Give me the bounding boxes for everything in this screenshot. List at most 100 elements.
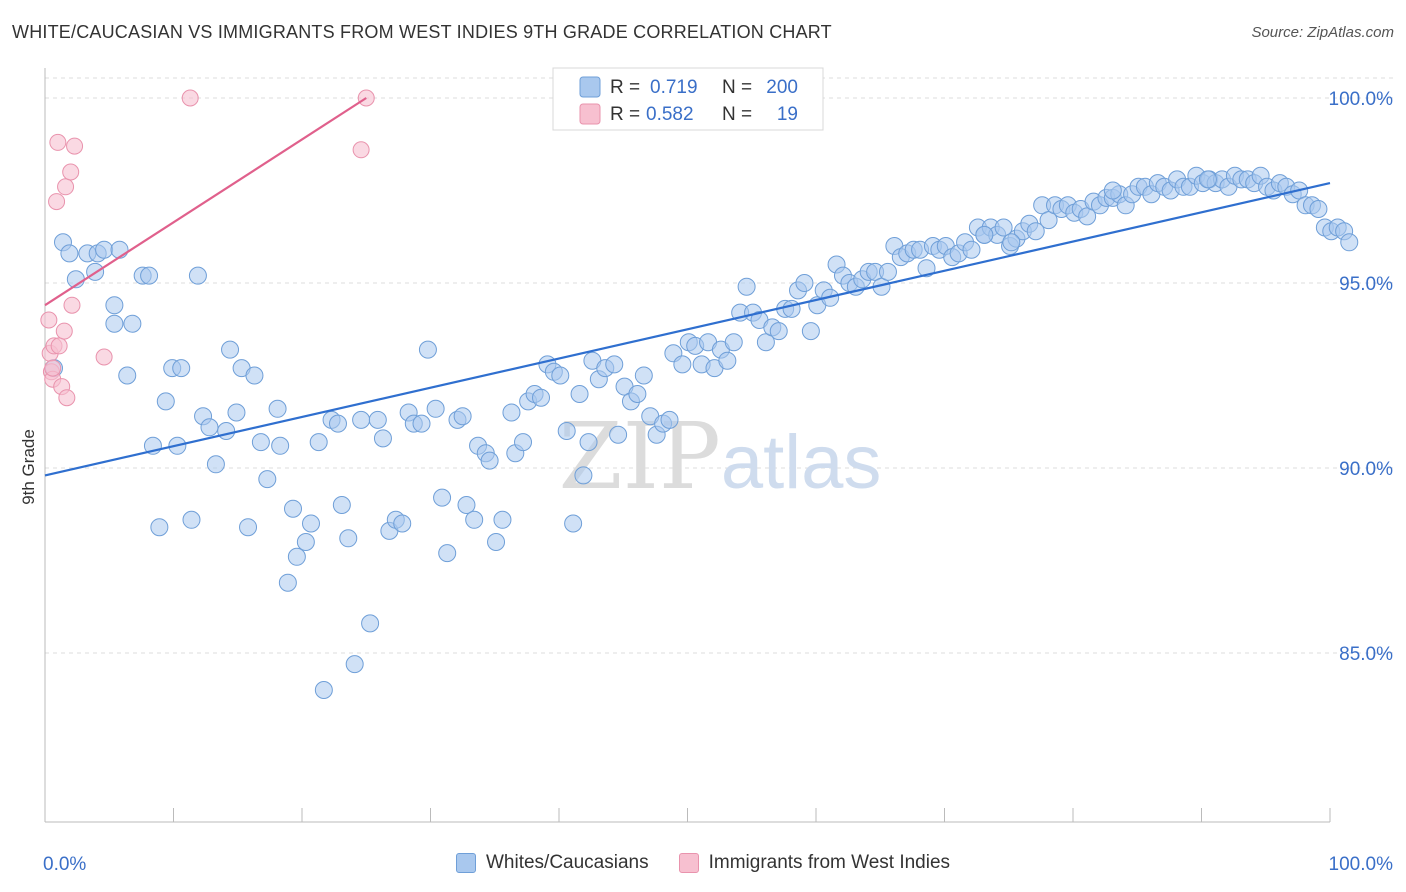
point-whites [221, 340, 240, 359]
point-whites [557, 422, 576, 440]
point-whites [718, 351, 737, 370]
point-whites [769, 322, 788, 341]
point-whites [105, 314, 124, 333]
point-whites [373, 429, 392, 448]
point-whites [493, 510, 512, 529]
point-whites [465, 510, 484, 529]
legend-item-whites[interactable]: Whites/Caucasians [455, 852, 649, 874]
trendline-whites [44, 182, 1331, 477]
point-whites [1026, 222, 1045, 241]
point-whites [60, 244, 79, 263]
point-west-indies [63, 296, 81, 314]
point-whites [278, 573, 297, 592]
point-whites [660, 410, 679, 429]
point-whites [345, 655, 364, 674]
y-tick-label: 95.0% [1339, 274, 1393, 295]
x-tick-label: 0.0% [43, 854, 86, 875]
point-whites [628, 385, 647, 403]
point-whites [258, 470, 277, 489]
point-west-indies [55, 322, 73, 340]
point-west-indies [62, 163, 80, 181]
point-whites [412, 414, 431, 433]
point-whites [217, 422, 236, 440]
legend-swatch-pink [678, 853, 699, 873]
point-whites [574, 466, 593, 485]
point-whites [457, 496, 476, 514]
point-west-indies [95, 348, 113, 366]
tick-labels: 85.0% 90.0% 95.0% 100.0% 0.0% 100.0% [43, 89, 1393, 875]
y-tick-label: 85.0% [1339, 644, 1393, 665]
point-whites [514, 433, 533, 452]
point-whites [328, 414, 347, 433]
point-whites [609, 425, 628, 444]
chart-title: WHITE/CAUCASIAN VS IMMIGRANTS FROM WEST … [12, 22, 832, 42]
bottom-legend: Whites/Caucasians Immigrants from West I… [0, 852, 1406, 874]
point-whites [438, 544, 457, 563]
point-whites [287, 547, 306, 566]
point-whites [188, 266, 207, 285]
point-whites [480, 451, 499, 470]
stats-n-label-1: N = [722, 77, 752, 98]
point-west-indies [352, 141, 370, 159]
point-whites [962, 240, 981, 259]
point-whites [268, 399, 287, 418]
point-whites [1309, 200, 1328, 218]
point-whites [570, 385, 589, 403]
point-west-indies [181, 89, 199, 107]
point-whites [1002, 233, 1021, 252]
point-whites [239, 518, 258, 537]
axes [44, 68, 1331, 823]
legend-swatch-blue [455, 853, 476, 873]
point-west-indies [58, 389, 76, 407]
stats-r-label-2: R = [610, 104, 640, 125]
point-whites [579, 433, 598, 452]
point-whites [1198, 170, 1217, 189]
y-tick-label: 90.0% [1339, 459, 1393, 480]
point-whites [1103, 181, 1122, 200]
point-whites [564, 514, 583, 533]
point-whites [795, 274, 814, 292]
point-west-indies [48, 193, 66, 211]
point-whites [551, 366, 570, 385]
source-label: Source: ZipAtlas.com [1251, 24, 1394, 41]
point-whites [801, 322, 820, 341]
point-west-indies [57, 178, 75, 196]
point-whites [393, 514, 412, 533]
x-tick-label: 100.0% [1329, 854, 1394, 875]
point-whites [123, 314, 142, 333]
watermark: ZIPatlas [559, 403, 882, 510]
point-whites [352, 410, 371, 429]
stats-n-value-1: 200 [766, 77, 798, 98]
point-whites [368, 410, 387, 429]
point-whites [673, 355, 692, 374]
point-whites [200, 418, 219, 437]
point-whites [782, 299, 801, 318]
point-whites [994, 218, 1013, 237]
point-whites [634, 366, 653, 385]
trendline-west-indies [44, 97, 367, 307]
point-whites [301, 514, 320, 533]
point-whites [605, 355, 624, 374]
point-whites [314, 681, 333, 699]
point-whites [296, 533, 315, 551]
stats-swatch-pink [579, 103, 601, 125]
point-west-indies [44, 359, 62, 377]
y-tick-label: 100.0% [1329, 89, 1394, 110]
legend-label-west-indies: Immigrants from West Indies [708, 852, 951, 873]
stats-r-value-1: 0.719 [650, 77, 698, 98]
legend-item-west-indies[interactable]: Immigrants from West Indies [678, 852, 951, 874]
legend-label-whites: Whites/Caucasians [485, 852, 649, 873]
point-whites [737, 277, 756, 296]
point-whites [227, 403, 246, 422]
stats-r-label-1: R = [610, 77, 640, 98]
point-whites [332, 496, 351, 514]
trendlines [44, 97, 1331, 477]
stats-legend: R = 0.719 N = 200 R = 0.582 N = 19 [552, 67, 824, 131]
point-whites [118, 366, 137, 385]
point-whites [975, 225, 994, 244]
point-whites [95, 240, 114, 259]
stats-n-label-2: N = [722, 104, 752, 125]
point-whites [150, 518, 169, 537]
point-whites [917, 259, 936, 278]
